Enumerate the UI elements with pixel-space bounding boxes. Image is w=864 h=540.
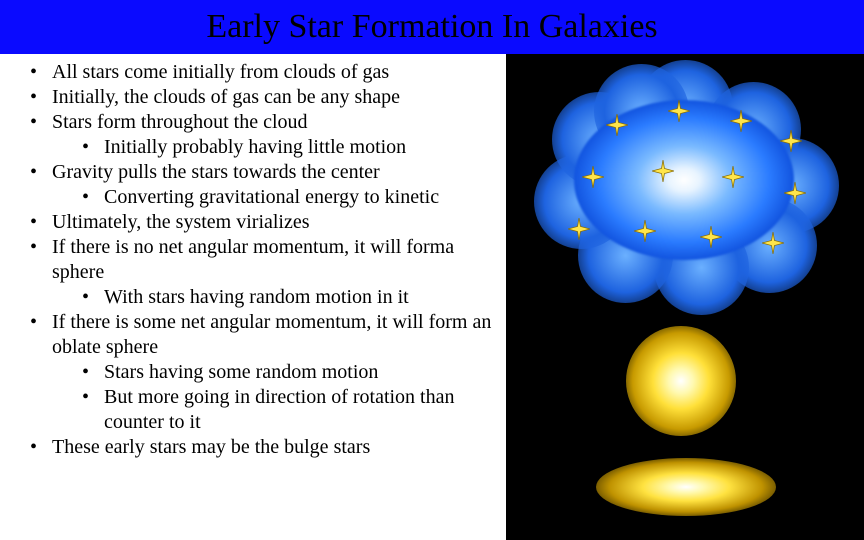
star-icon <box>784 182 806 204</box>
star-icon <box>730 110 752 132</box>
bullet-text: With stars having random motion in it <box>104 286 409 308</box>
star-icon <box>700 226 722 248</box>
bullet-text: These early stars may be the bulge stars <box>52 436 370 458</box>
bullet-text: Initially, the clouds of gas can be any … <box>52 86 400 108</box>
star-icon <box>700 226 722 248</box>
star-icon <box>722 166 744 188</box>
sub-bullet-list: Converting gravitational energy to kinet… <box>78 185 506 210</box>
sub-bullet-list: Initially probably having little motion <box>78 135 506 160</box>
bullet-text: Stars having some random motion <box>104 361 378 383</box>
bullet-text: Converting gravitational energy to kinet… <box>104 186 439 208</box>
title-bar: Early Star Formation In Galaxies <box>0 0 864 54</box>
star-icon <box>568 218 590 240</box>
bullet-text: If there is some net angular momentum, i… <box>52 311 491 358</box>
star-icon <box>780 130 802 152</box>
figure-panel <box>506 54 864 540</box>
star-icon <box>582 166 604 188</box>
bullet-item: Initially, the clouds of gas can be any … <box>26 85 506 110</box>
bullet-list: All stars come initially from clouds of … <box>26 60 506 460</box>
star-icon <box>652 160 674 182</box>
bullet-item: Gravity pulls the stars towards the cent… <box>26 160 506 210</box>
bullet-list-area: All stars come initially from clouds of … <box>26 60 506 460</box>
sub-bullet-list: With stars having random motion in it <box>78 285 506 310</box>
slide: Early Star Formation In Galaxies All sta… <box>0 0 864 540</box>
bullet-text: If there is no net angular momentum, it … <box>52 236 454 283</box>
slide-title: Early Star Formation In Galaxies <box>206 8 657 46</box>
bullet-text: Stars form throughout the cloud <box>52 111 308 133</box>
sub-bullet-item: Converting gravitational energy to kinet… <box>78 185 506 210</box>
virialized-sphere <box>626 326 736 436</box>
sub-bullet-item: Initially probably having little motion <box>78 135 506 160</box>
bullet-text: Initially probably having little motion <box>104 136 406 158</box>
sub-bullet-item: Stars having some random motion <box>78 360 506 385</box>
bullet-item: These early stars may be the bulge stars <box>26 435 506 460</box>
sub-bullet-item: But more going in direction of rotation … <box>78 385 506 435</box>
star-icon <box>722 166 744 188</box>
star-icon <box>762 232 784 254</box>
bullet-item: Stars form throughout the cloud Initiall… <box>26 110 506 160</box>
star-icon <box>606 114 628 136</box>
star-icon <box>730 110 752 132</box>
star-icon <box>568 218 590 240</box>
bullet-text: But more going in direction of rotation … <box>104 386 455 433</box>
star-icon <box>668 100 690 122</box>
star-icon <box>652 160 674 182</box>
bullet-item: Ultimately, the system virializes <box>26 210 506 235</box>
sub-bullet-list: Stars having some random motion But more… <box>78 360 506 435</box>
bullet-text: Ultimately, the system virializes <box>52 211 310 233</box>
sub-bullet-item: With stars having random motion in it <box>78 285 506 310</box>
star-icon <box>784 182 806 204</box>
bullet-item: If there is some net angular momentum, i… <box>26 310 506 435</box>
bullet-text: All stars come initially from clouds of … <box>52 61 389 83</box>
bullet-item: All stars come initially from clouds of … <box>26 60 506 85</box>
bullet-item: If there is no net angular momentum, it … <box>26 235 506 310</box>
star-icon <box>582 166 604 188</box>
bullet-text: Gravity pulls the stars towards the cent… <box>52 161 380 183</box>
star-icon <box>668 100 690 122</box>
gas-cloud <box>534 70 834 290</box>
star-icon <box>606 114 628 136</box>
star-icon <box>780 130 802 152</box>
star-icon <box>762 232 784 254</box>
star-icon <box>634 220 656 242</box>
oblate-sphere <box>596 458 776 516</box>
star-icon <box>634 220 656 242</box>
